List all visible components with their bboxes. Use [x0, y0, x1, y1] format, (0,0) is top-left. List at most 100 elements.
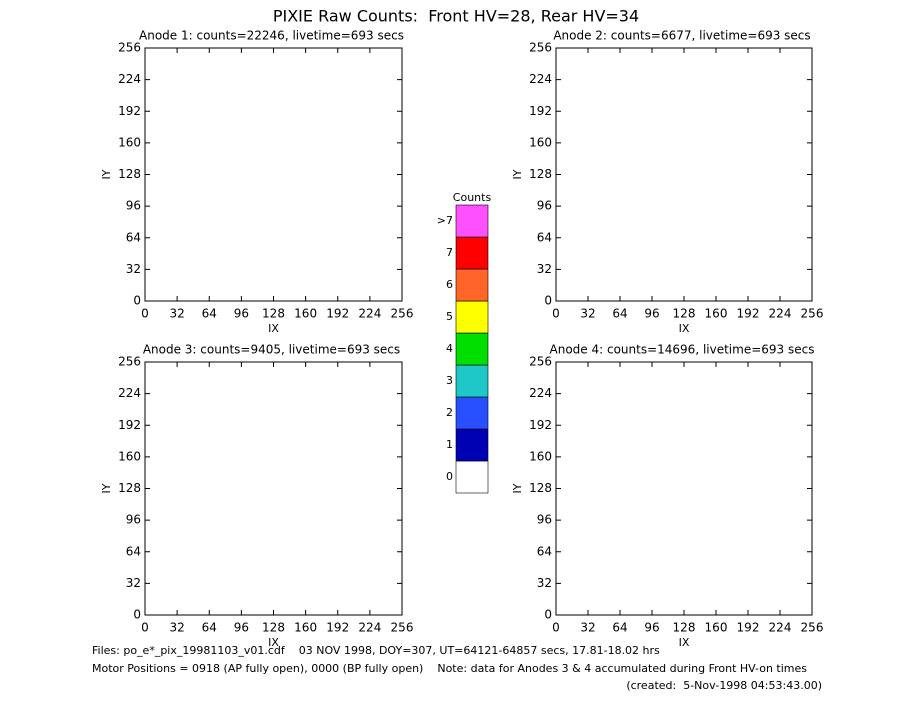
- footer-line: Motor Positions = 0918 (AP fully open), …: [92, 662, 807, 675]
- x-tick-label: 128: [673, 307, 696, 321]
- y-tick-label: 96: [537, 513, 552, 527]
- y-tick-label: 224: [118, 72, 141, 86]
- y-tick-label: 128: [529, 167, 552, 181]
- colorbar-swatch: [455, 268, 489, 302]
- x-axis-label: IX: [268, 322, 279, 335]
- colorbar-swatch: [455, 428, 489, 462]
- y-tick-label: 224: [529, 386, 552, 400]
- colorbar-label: 4: [446, 342, 453, 355]
- x-tick-label: 32: [169, 307, 184, 321]
- x-tick-label: 224: [769, 307, 792, 321]
- x-tick-label: 64: [202, 307, 217, 321]
- colorbar-label: 6: [446, 278, 453, 291]
- x-tick-label: 96: [234, 307, 249, 321]
- y-tick-label: 224: [118, 386, 141, 400]
- y-tick-label: 160: [118, 449, 141, 463]
- y-tick-label: 192: [118, 418, 141, 432]
- colorbar-swatch: [455, 204, 489, 238]
- x-tick-label: 0: [141, 621, 149, 635]
- figure-title: PIXIE Raw Counts: Front HV=28, Rear HV=3…: [273, 7, 639, 26]
- y-tick-label: 32: [126, 576, 141, 590]
- x-axis-label: IX: [268, 636, 279, 649]
- x-tick-label: 64: [612, 307, 627, 321]
- x-tick-label: 192: [737, 621, 760, 635]
- x-tick-label: 192: [326, 621, 349, 635]
- x-tick-label: 0: [552, 307, 560, 321]
- y-tick-label: 224: [529, 72, 552, 86]
- colorbar-swatch: [455, 364, 489, 398]
- y-tick-label: 256: [529, 41, 552, 55]
- colorbar-label: >7: [437, 214, 453, 227]
- x-tick-label: 32: [580, 307, 595, 321]
- x-tick-label: 96: [644, 307, 659, 321]
- x-tick-label: 224: [358, 621, 381, 635]
- plot-area: [555, 47, 813, 302]
- y-tick-label: 256: [118, 355, 141, 369]
- colorbar-swatch: [455, 460, 489, 494]
- x-tick-label: 160: [705, 621, 728, 635]
- y-tick-label: 128: [118, 481, 141, 495]
- y-tick-label: 128: [529, 481, 552, 495]
- y-tick-label: 160: [529, 449, 552, 463]
- x-tick-label: 0: [141, 307, 149, 321]
- y-tick-label: 192: [529, 418, 552, 432]
- x-tick-label: 128: [262, 307, 285, 321]
- x-tick-label: 224: [769, 621, 792, 635]
- x-tick-label: 160: [705, 307, 728, 321]
- y-tick-label: 0: [544, 608, 552, 622]
- y-axis-label: IY: [100, 483, 113, 493]
- colorbar-swatch: [455, 300, 489, 334]
- colorbar-label: 1: [446, 438, 453, 451]
- x-tick-label: 96: [234, 621, 249, 635]
- y-tick-label: 96: [126, 199, 141, 213]
- x-axis-label: IX: [679, 322, 690, 335]
- colorbar-title: Counts: [453, 191, 492, 204]
- y-tick-label: 192: [118, 104, 141, 118]
- y-axis-label: IY: [100, 169, 113, 179]
- x-tick-label: 128: [673, 621, 696, 635]
- colorbar-label: 0: [446, 470, 453, 483]
- y-tick-label: 160: [118, 135, 141, 149]
- footer-line: (created: 5-Nov-1998 04:53:43.00): [626, 679, 822, 692]
- panel-title: Anode 3: counts=9405, livetime=693 secs: [143, 343, 400, 357]
- x-tick-label: 256: [391, 621, 414, 635]
- x-tick-label: 64: [612, 621, 627, 635]
- y-axis-label: IY: [511, 483, 524, 493]
- x-tick-label: 192: [326, 307, 349, 321]
- colorbar-swatch: [455, 396, 489, 430]
- x-tick-label: 32: [580, 621, 595, 635]
- colorbar-label: 3: [446, 374, 453, 387]
- y-tick-label: 96: [537, 199, 552, 213]
- y-tick-label: 64: [537, 230, 552, 244]
- colorbar-label: 2: [446, 406, 453, 419]
- y-tick-label: 64: [537, 544, 552, 558]
- x-tick-label: 256: [391, 307, 414, 321]
- y-tick-label: 32: [537, 262, 552, 276]
- x-tick-label: 96: [644, 621, 659, 635]
- y-tick-label: 0: [133, 294, 141, 308]
- y-tick-label: 0: [133, 608, 141, 622]
- plot-area: [555, 361, 813, 616]
- y-tick-label: 64: [126, 544, 141, 558]
- y-tick-label: 256: [118, 41, 141, 55]
- colorbar-swatch: [455, 332, 489, 366]
- colorbar-label: 7: [446, 246, 453, 259]
- x-tick-label: 64: [202, 621, 217, 635]
- y-axis-label: IY: [511, 169, 524, 179]
- x-tick-label: 256: [801, 307, 824, 321]
- plot-area: [144, 47, 403, 302]
- x-axis-label: IX: [679, 636, 690, 649]
- colorbar-swatch: [455, 236, 489, 270]
- panel-title: Anode 2: counts=6677, livetime=693 secs: [553, 29, 810, 43]
- colorbar-label: 5: [446, 310, 453, 323]
- y-tick-label: 256: [529, 355, 552, 369]
- y-tick-label: 192: [529, 104, 552, 118]
- x-tick-label: 224: [358, 307, 381, 321]
- x-tick-label: 128: [262, 621, 285, 635]
- y-tick-label: 128: [118, 167, 141, 181]
- x-tick-label: 32: [169, 621, 184, 635]
- footer-line: Files: po_e*_pix_19981103_v01.cdf 03 NOV…: [92, 644, 660, 657]
- y-tick-label: 64: [126, 230, 141, 244]
